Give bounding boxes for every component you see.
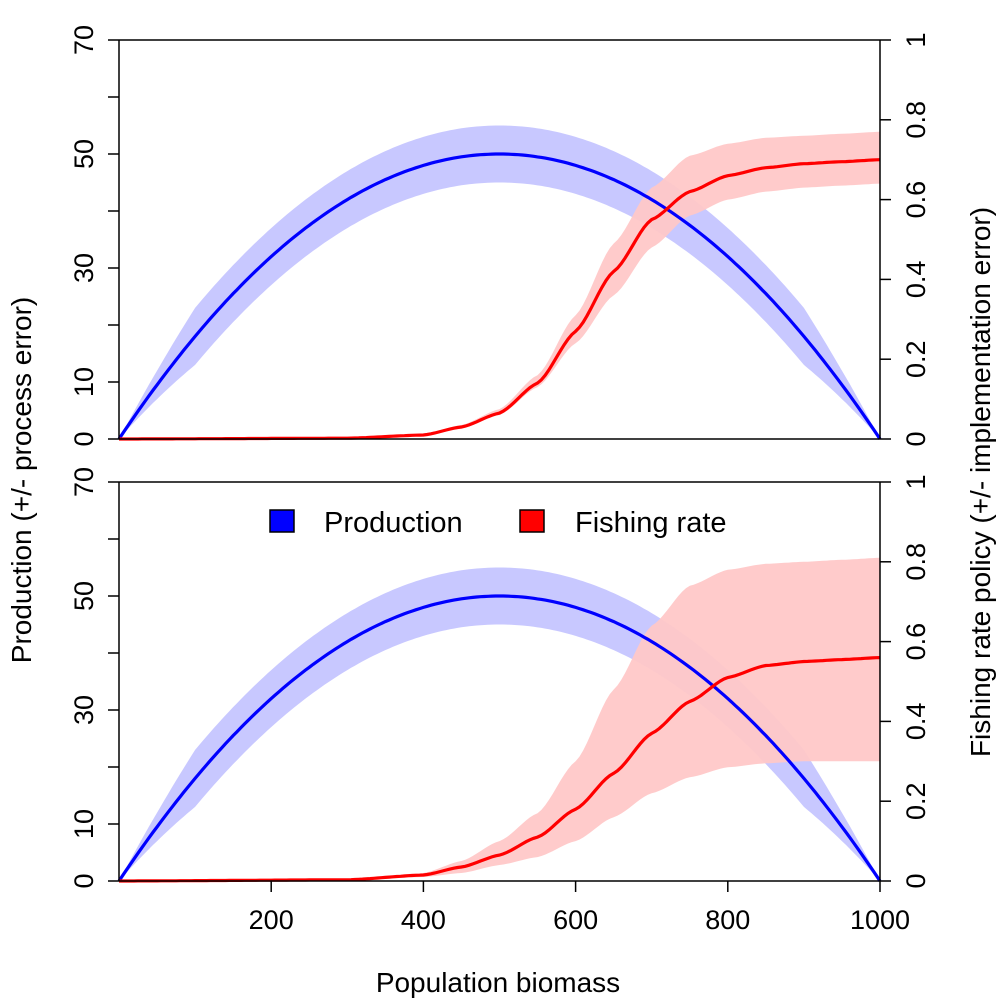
left-y-axis-title: Production (+/- process error) <box>6 297 37 663</box>
panel-bottom: 0 10 30 50 70 0 0.2 0.4 0.6 0.8 1 200 400 600 800 1000 <box>69 467 931 935</box>
right-tick-label-bottom: 0 <box>901 873 931 888</box>
legend-label-production: Production <box>324 507 463 539</box>
right-tick-label-top: 1 <box>901 32 931 47</box>
right-tick-label-bottom: 0.8 <box>901 543 931 581</box>
legend-swatch-fishing-rate <box>519 509 545 533</box>
legend: Production Fishing rate <box>269 507 727 539</box>
right-tick-label-top: 0.6 <box>901 181 931 219</box>
legend-label-fishing-rate: Fishing rate <box>575 507 727 539</box>
production-line-top <box>117 152 882 440</box>
fishing-rate-band-bottom <box>119 557 880 881</box>
left-tick-label-top: 0 <box>69 431 99 446</box>
right-tick-label-top: 0.8 <box>901 101 931 139</box>
right-tick-label-top: 0 <box>901 431 931 446</box>
left-tick-label-top: 10 <box>69 367 99 397</box>
legend-swatch-production <box>269 509 295 533</box>
x-tick-label: 200 <box>249 905 294 935</box>
fishing-rate-band-top <box>119 131 880 440</box>
right-tick-label-bottom: 0.6 <box>901 623 931 661</box>
panel-top: 0 10 30 50 70 0 0.2 0.4 0.6 0.8 1 <box>69 25 931 447</box>
right-tick-label-top: 0.2 <box>901 340 931 378</box>
right-tick-label-bottom: 1 <box>901 474 931 489</box>
x-axis-title: Population biomass <box>376 967 620 998</box>
right-tick-label-top: 0.4 <box>901 261 931 299</box>
x-tick-label: 800 <box>705 905 750 935</box>
x-tick-label: 400 <box>401 905 446 935</box>
left-tick-label-bottom: 0 <box>69 873 99 888</box>
left-tick-label-top: 30 <box>69 253 99 283</box>
right-tick-label-bottom: 0.2 <box>901 782 931 820</box>
left-tick-label-bottom: 30 <box>69 695 99 725</box>
left-tick-label-bottom: 10 <box>69 809 99 839</box>
left-tick-label-top: 70 <box>69 25 99 55</box>
x-tick-label: 600 <box>553 905 598 935</box>
left-tick-label-bottom: 50 <box>69 581 99 611</box>
right-y-axis-title: Fishing rate policy (+/- implementation … <box>965 207 996 757</box>
production-line-bottom <box>117 594 882 882</box>
left-tick-label-top: 50 <box>69 139 99 169</box>
panels-group: 01030507000.20.40.60.8101030507000.20.40… <box>69 25 931 935</box>
left-tick-label-bottom: 70 <box>69 467 99 497</box>
right-tick-label-bottom: 0.4 <box>901 703 931 741</box>
x-tick-label: 1000 <box>850 905 910 935</box>
